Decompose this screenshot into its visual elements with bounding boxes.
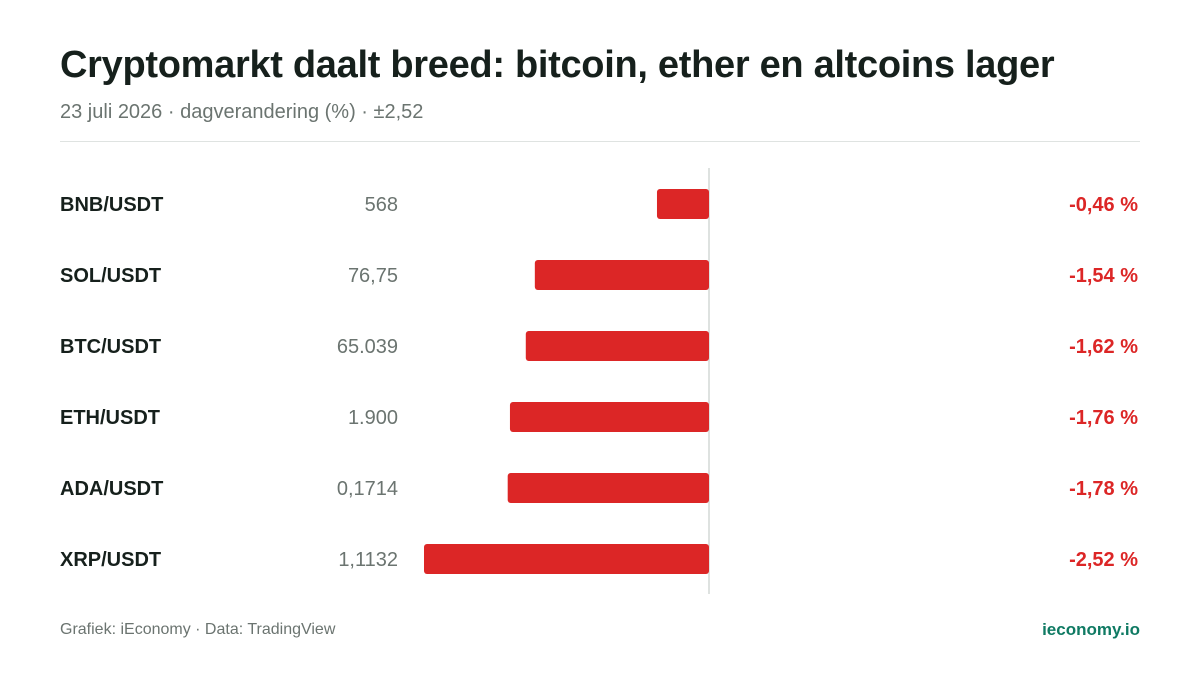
price-label: 1,1132 (338, 549, 398, 571)
chart-subtitle: 23 juli 2026 · dagverandering (%) · ±2,5… (60, 101, 424, 123)
value-label: -2,52 % (1069, 549, 1138, 571)
source-credit: Grafiek: iEconomy · Data: TradingView (60, 621, 336, 638)
bar (424, 544, 709, 574)
value-label: -1,76 % (1069, 407, 1138, 429)
category-label: BNB/USDT (60, 194, 163, 216)
brand-link[interactable]: ieconomy.io (1042, 620, 1140, 639)
price-label: 76,75 (348, 265, 398, 287)
bar (509, 402, 709, 432)
price-label: 568 (365, 194, 398, 216)
value-label: -1,78 % (1069, 478, 1138, 500)
category-label: XRP/USDT (60, 549, 161, 571)
bar (534, 260, 709, 290)
bar (656, 189, 709, 219)
category-label: ADA/USDT (60, 478, 163, 500)
price-label: 1.900 (348, 407, 398, 429)
header-divider (60, 141, 1140, 142)
value-label: -1,54 % (1069, 265, 1138, 287)
category-label: SOL/USDT (60, 265, 161, 287)
category-label: BTC/USDT (60, 336, 161, 358)
chart-title: Cryptomarkt daalt breed: bitcoin, ether … (60, 44, 1055, 86)
bar-chart: BNB/USDT 568 -0,46 % SOL/USDT 76,75 -1,54 % BT… (60, 168, 1138, 594)
category-label: ETH/USDT (60, 407, 160, 429)
price-label: 65.039 (337, 336, 398, 358)
value-label: -1,62 % (1069, 336, 1138, 358)
bar (507, 473, 709, 503)
bar (525, 331, 709, 361)
value-label: -0,46 % (1069, 194, 1138, 216)
price-label: 0,1714 (337, 478, 398, 500)
